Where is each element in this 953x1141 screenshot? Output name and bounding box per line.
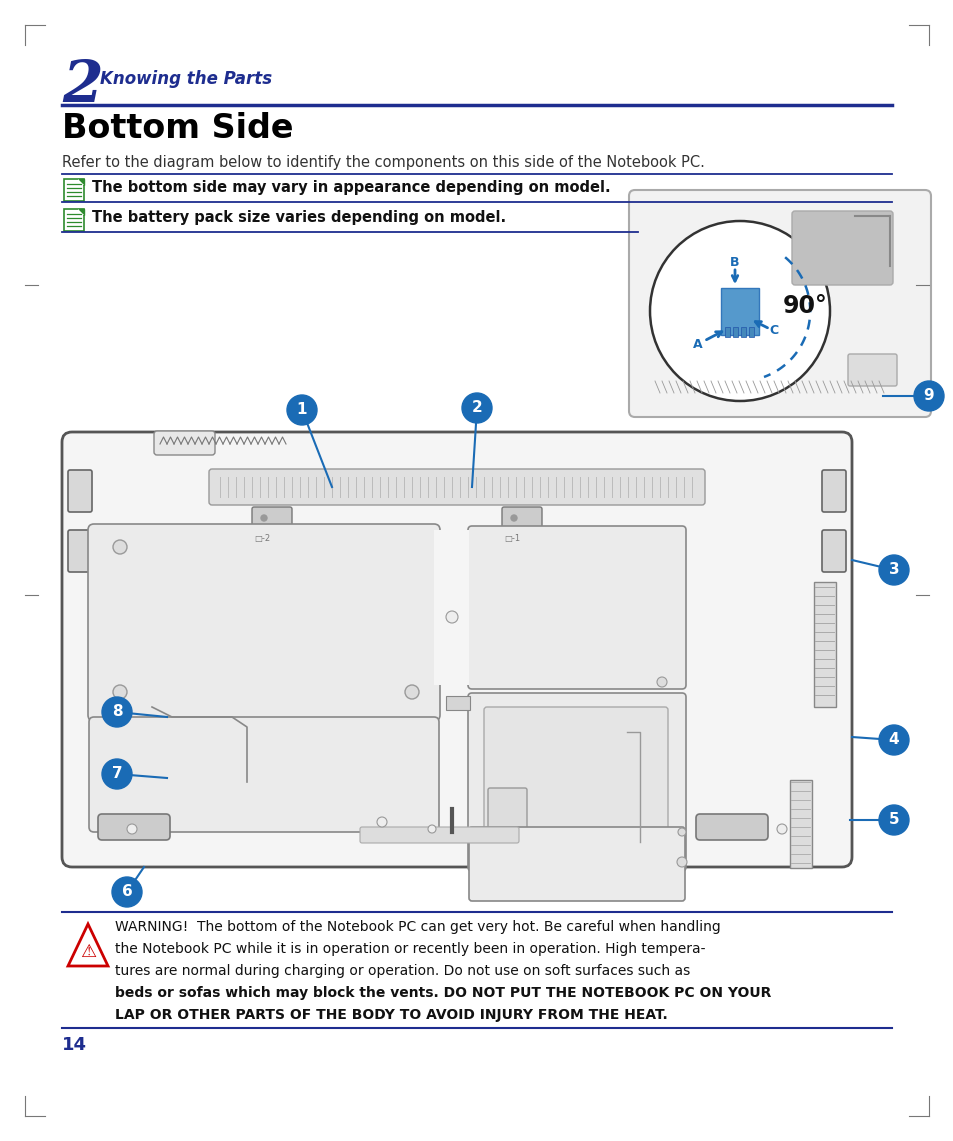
FancyBboxPatch shape xyxy=(98,814,170,840)
FancyBboxPatch shape xyxy=(359,827,518,843)
FancyBboxPatch shape xyxy=(68,531,91,572)
FancyBboxPatch shape xyxy=(847,354,896,386)
Text: 4: 4 xyxy=(888,733,899,747)
FancyBboxPatch shape xyxy=(468,693,685,871)
Text: Bottom Side: Bottom Side xyxy=(62,112,294,145)
FancyBboxPatch shape xyxy=(64,179,84,201)
Polygon shape xyxy=(68,924,108,966)
Circle shape xyxy=(261,515,267,521)
Circle shape xyxy=(677,857,686,867)
Text: B: B xyxy=(729,256,739,268)
FancyBboxPatch shape xyxy=(720,288,759,335)
Text: C: C xyxy=(769,324,778,338)
Text: 6: 6 xyxy=(121,884,132,899)
FancyBboxPatch shape xyxy=(813,582,835,707)
Text: The battery pack size varies depending on model.: The battery pack size varies depending o… xyxy=(91,210,506,225)
FancyBboxPatch shape xyxy=(791,211,892,285)
Text: A: A xyxy=(693,338,702,350)
Circle shape xyxy=(287,395,316,424)
FancyBboxPatch shape xyxy=(628,191,930,416)
Circle shape xyxy=(112,540,127,555)
Text: 14: 14 xyxy=(62,1036,87,1054)
FancyBboxPatch shape xyxy=(501,507,541,529)
FancyBboxPatch shape xyxy=(483,707,667,853)
FancyBboxPatch shape xyxy=(724,327,729,337)
FancyBboxPatch shape xyxy=(789,780,811,868)
Circle shape xyxy=(511,515,517,521)
Text: 7: 7 xyxy=(112,767,122,782)
FancyBboxPatch shape xyxy=(488,788,526,840)
Circle shape xyxy=(127,824,137,834)
Polygon shape xyxy=(78,179,84,185)
FancyBboxPatch shape xyxy=(252,507,292,529)
Text: ⚠: ⚠ xyxy=(80,942,96,961)
FancyBboxPatch shape xyxy=(740,327,745,337)
FancyBboxPatch shape xyxy=(62,432,851,867)
Circle shape xyxy=(405,685,418,699)
FancyBboxPatch shape xyxy=(469,827,684,901)
Text: 9: 9 xyxy=(923,388,933,404)
Text: The bottom side may vary in appearance depending on model.: The bottom side may vary in appearance d… xyxy=(91,180,610,195)
Circle shape xyxy=(657,677,666,687)
Text: 2: 2 xyxy=(62,58,103,114)
Text: 90°: 90° xyxy=(781,294,826,318)
Text: 5: 5 xyxy=(888,812,899,827)
Circle shape xyxy=(878,806,908,835)
FancyBboxPatch shape xyxy=(89,717,438,832)
Circle shape xyxy=(913,381,943,411)
Text: LAP OR OTHER PARTS OF THE BODY TO AVOID INJURY FROM THE HEAT.: LAP OR OTHER PARTS OF THE BODY TO AVOID … xyxy=(115,1008,667,1022)
Text: Knowing the Parts: Knowing the Parts xyxy=(100,70,272,88)
Circle shape xyxy=(776,824,786,834)
Text: 3: 3 xyxy=(888,563,899,577)
FancyBboxPatch shape xyxy=(821,531,845,572)
Circle shape xyxy=(376,817,387,827)
Text: tures are normal during charging or operation. Do not use on soft surfaces such : tures are normal during charging or oper… xyxy=(115,964,690,978)
Polygon shape xyxy=(78,209,84,215)
Text: WARNING!  The bottom of the Notebook PC can get very hot. Be careful when handli: WARNING! The bottom of the Notebook PC c… xyxy=(115,920,720,934)
FancyBboxPatch shape xyxy=(64,209,84,230)
FancyBboxPatch shape xyxy=(209,469,704,505)
Circle shape xyxy=(649,221,829,400)
Polygon shape xyxy=(78,209,84,215)
Text: beds or sofas which may block the vents. DO NOT PUT THE NOTEBOOK PC ON YOUR: beds or sofas which may block the vents.… xyxy=(115,986,771,1000)
Text: 8: 8 xyxy=(112,704,122,720)
Circle shape xyxy=(112,877,142,907)
FancyBboxPatch shape xyxy=(446,696,470,710)
Circle shape xyxy=(428,825,436,833)
FancyBboxPatch shape xyxy=(732,327,738,337)
Text: the Notebook PC while it is in operation or recently been in operation. High tem: the Notebook PC while it is in operation… xyxy=(115,942,705,956)
Text: □-1: □-1 xyxy=(503,534,519,543)
FancyBboxPatch shape xyxy=(821,470,845,512)
Circle shape xyxy=(102,697,132,727)
Circle shape xyxy=(102,759,132,788)
Polygon shape xyxy=(78,179,84,185)
Circle shape xyxy=(446,610,457,623)
FancyBboxPatch shape xyxy=(434,531,469,685)
FancyBboxPatch shape xyxy=(68,470,91,512)
FancyBboxPatch shape xyxy=(696,814,767,840)
Circle shape xyxy=(461,393,492,423)
Circle shape xyxy=(678,828,685,836)
FancyBboxPatch shape xyxy=(88,524,439,721)
FancyBboxPatch shape xyxy=(468,526,685,689)
Text: Refer to the diagram below to identify the components on this side of the Notebo: Refer to the diagram below to identify t… xyxy=(62,155,704,170)
Circle shape xyxy=(878,555,908,585)
Circle shape xyxy=(112,685,127,699)
Text: □-2: □-2 xyxy=(253,534,270,543)
FancyBboxPatch shape xyxy=(153,431,214,455)
Text: 2: 2 xyxy=(471,400,482,415)
Circle shape xyxy=(878,725,908,755)
Text: 1: 1 xyxy=(296,403,307,418)
FancyBboxPatch shape xyxy=(748,327,753,337)
